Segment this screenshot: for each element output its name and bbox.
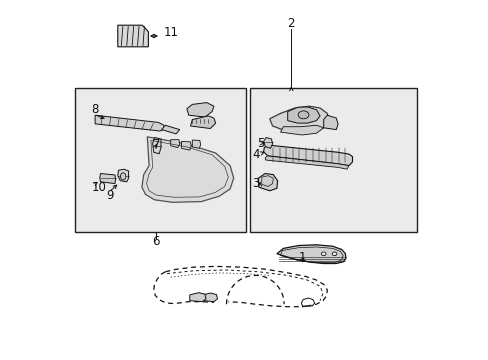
Text: 5: 5 [257,137,264,150]
Polygon shape [280,125,323,135]
Text: 11: 11 [163,26,178,39]
Text: 3: 3 [251,177,259,190]
Text: 10: 10 [91,181,106,194]
Text: 4: 4 [251,148,259,161]
Polygon shape [276,245,346,264]
Text: 6: 6 [152,235,160,248]
Polygon shape [190,116,215,129]
Text: 7: 7 [152,138,160,150]
Polygon shape [189,293,205,302]
Polygon shape [192,140,200,148]
Polygon shape [170,140,179,148]
Text: 1: 1 [298,251,305,264]
Polygon shape [118,169,128,182]
Polygon shape [118,25,148,47]
Text: 9: 9 [106,189,113,202]
Polygon shape [269,106,328,132]
Polygon shape [263,138,272,148]
Polygon shape [323,115,337,130]
Bar [249,88,416,232]
Polygon shape [152,138,161,154]
Polygon shape [186,103,213,117]
Polygon shape [95,115,165,131]
Ellipse shape [120,173,125,180]
Bar [75,88,246,232]
Polygon shape [263,145,352,166]
Polygon shape [181,141,191,150]
Polygon shape [142,137,233,202]
Ellipse shape [298,111,308,119]
Polygon shape [287,107,320,123]
Text: 8: 8 [91,103,99,116]
Text: 2: 2 [287,17,294,30]
Polygon shape [265,156,348,169]
Polygon shape [100,174,115,184]
Polygon shape [202,293,217,302]
Ellipse shape [331,252,336,256]
Ellipse shape [321,252,325,256]
Polygon shape [162,125,179,134]
Polygon shape [258,174,277,191]
